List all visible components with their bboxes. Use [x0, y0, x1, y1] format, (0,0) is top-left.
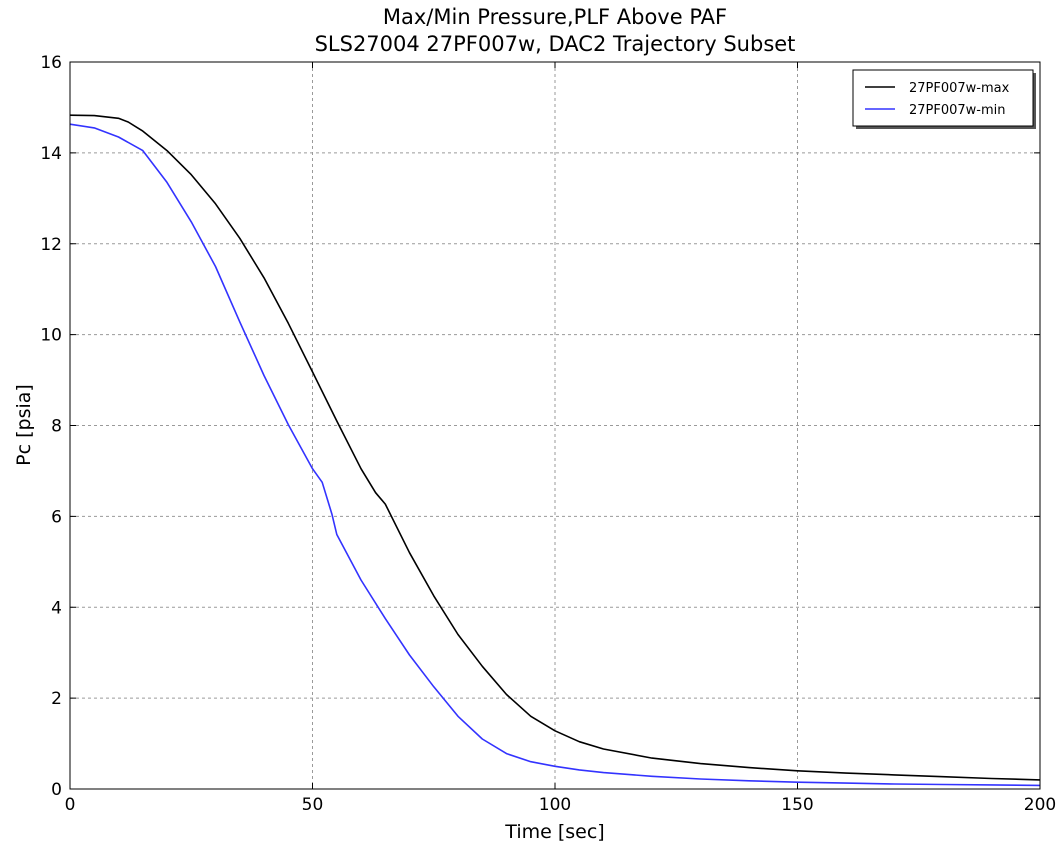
y-tick-label: 10 — [40, 326, 62, 346]
y-tick-label: 0 — [51, 780, 62, 800]
series-line-min — [69, 123, 1041, 787]
x-tick-label: 200 — [1024, 795, 1056, 815]
y-tick-label: 14 — [40, 144, 62, 164]
series-line-max — [69, 114, 1041, 781]
grid-lines — [70, 62, 1040, 789]
x-axis-label: Time [sec] — [504, 821, 604, 843]
y-axis-label: Pc [psia] — [13, 384, 35, 466]
legend: 27PF007w-max 27PF007w-min — [852, 69, 1036, 129]
series-lines — [69, 114, 1041, 787]
x-tick-label: 50 — [302, 795, 324, 815]
y-tick-label: 4 — [51, 598, 62, 618]
legend-box — [852, 69, 1034, 127]
y-tick-label: 16 — [40, 53, 62, 73]
y-tick-label: 8 — [51, 417, 62, 437]
x-tick-label: 150 — [781, 795, 813, 815]
x-tick-label: 100 — [539, 795, 571, 815]
y-tick-label: 12 — [40, 235, 62, 255]
x-tick-label: 0 — [65, 795, 76, 815]
chart-title: Max/Min Pressure,PLF Above PAF — [383, 5, 727, 29]
legend-entry: 27PF007w-max — [909, 81, 1010, 96]
y-tick-label: 6 — [51, 507, 62, 527]
legend-entry: 27PF007w-min — [909, 103, 1006, 118]
axis-ticks: 0 50 100 150 200 0 2 4 6 8 10 12 14 16 — [40, 53, 1056, 815]
y-tick-label: 2 — [51, 689, 62, 709]
chart-subtitle: SLS27004 27PF007w, DAC2 Trajectory Subse… — [315, 32, 796, 56]
